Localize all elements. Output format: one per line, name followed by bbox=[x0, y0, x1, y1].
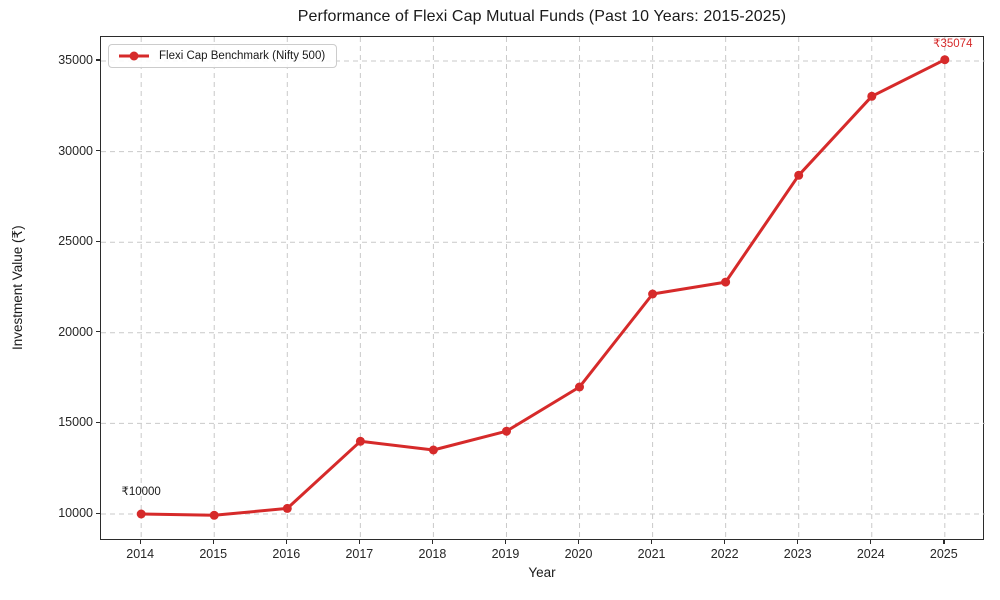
data-point-2022 bbox=[721, 277, 731, 287]
annotation-label-end: ₹35074 bbox=[933, 37, 973, 50]
x-tick-label: 2017 bbox=[345, 547, 374, 561]
x-tick-mark bbox=[285, 540, 287, 544]
x-tick-label: 2019 bbox=[491, 547, 520, 561]
y-tick-label: 20000 bbox=[58, 324, 93, 339]
x-tick-label: 2025 bbox=[929, 547, 958, 561]
x-tick-label: 2016 bbox=[272, 547, 301, 561]
data-point-2014 bbox=[136, 509, 146, 519]
data-point-2015 bbox=[209, 510, 219, 520]
y-tick-label: 25000 bbox=[58, 234, 93, 249]
x-tick-mark bbox=[943, 540, 945, 544]
x-tick-label: 2022 bbox=[710, 547, 739, 561]
x-axis-label: Year bbox=[528, 565, 556, 580]
y-tick-label: 30000 bbox=[58, 143, 93, 158]
data-point-2021 bbox=[648, 289, 658, 299]
x-tick-label: 2014 bbox=[126, 547, 155, 561]
annotation-label-start: ₹10000 bbox=[121, 486, 161, 498]
x-tick-label: 2015 bbox=[199, 547, 228, 561]
x-tick-mark bbox=[724, 540, 726, 544]
y-tick-mark bbox=[96, 150, 100, 152]
y-tick-mark bbox=[96, 331, 100, 333]
plot-canvas bbox=[101, 37, 985, 541]
y-tick-mark bbox=[96, 512, 100, 514]
x-tick-label: 2023 bbox=[783, 547, 812, 561]
benchmark-line bbox=[139, 58, 947, 517]
data-point-2018 bbox=[428, 445, 438, 455]
x-tick-mark bbox=[797, 540, 799, 544]
x-tick-mark bbox=[870, 540, 872, 544]
y-tick-label: 15000 bbox=[58, 415, 93, 430]
x-tick-mark bbox=[651, 540, 653, 544]
y-tick-mark bbox=[96, 240, 100, 242]
x-tick-mark bbox=[578, 540, 580, 544]
legend-line-marker-icon bbox=[119, 51, 149, 61]
data-point-2016 bbox=[282, 503, 292, 513]
y-axis-label: Investment Value (₹) bbox=[10, 225, 25, 351]
y-tick-mark bbox=[96, 421, 100, 424]
data-point-2023 bbox=[794, 170, 804, 180]
x-tick-mark bbox=[212, 540, 214, 544]
legend: Flexi Cap Benchmark (Nifty 500) bbox=[108, 44, 338, 68]
data-point-2019 bbox=[502, 426, 511, 436]
x-tick-label: 2024 bbox=[856, 547, 885, 561]
x-tick-label: 2021 bbox=[637, 547, 666, 561]
y-tick-mark bbox=[96, 59, 100, 61]
x-tick-label: 2018 bbox=[418, 547, 447, 561]
x-tick-mark bbox=[431, 540, 434, 544]
y-tick-label: 35000 bbox=[58, 52, 93, 67]
x-tick-label: 2020 bbox=[564, 547, 593, 561]
x-tick-mark bbox=[504, 540, 507, 544]
x-tick-mark bbox=[358, 540, 361, 544]
legend-series-label: Flexi Cap Benchmark (Nifty 500) bbox=[159, 50, 326, 62]
chart-title: Performance of Flexi Cap Mutual Funds (P… bbox=[297, 8, 787, 25]
plot-area: Flexi Cap Benchmark (Nifty 500) ₹10000 ₹3… bbox=[100, 36, 985, 541]
data-point-2020 bbox=[575, 382, 584, 392]
data-point-2025 bbox=[940, 55, 950, 65]
data-point-2017 bbox=[355, 436, 365, 446]
x-tick-mark bbox=[139, 540, 141, 544]
data-point-2024 bbox=[867, 91, 877, 101]
y-tick-label: 10000 bbox=[58, 506, 93, 520]
